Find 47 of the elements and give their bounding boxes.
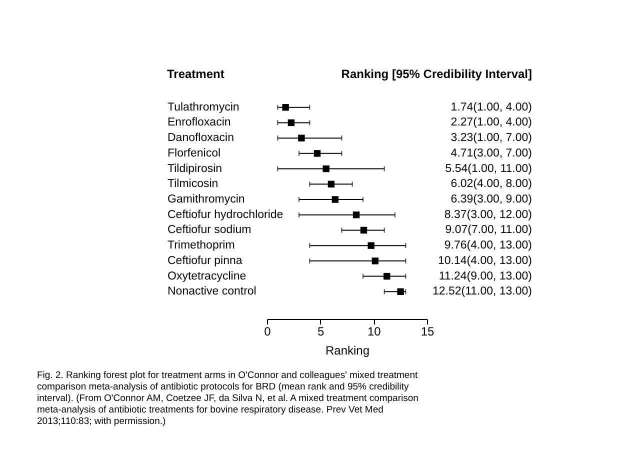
- data-label: 3.23(1.00, 7.00): [450, 132, 532, 144]
- data-label: 6.39(3.00, 9.00): [450, 194, 532, 206]
- y-tick-label: Oxytetracycline: [168, 270, 246, 282]
- point: [314, 150, 321, 157]
- x-tick-label: 10: [367, 324, 382, 338]
- text: Ranking [95% Credibility Interval]: [341, 67, 532, 81]
- data-label: 4.71(3.00, 7.00): [450, 147, 532, 160]
- data-label: 12.52(11.00, 13.00): [432, 286, 532, 298]
- point: [328, 180, 335, 188]
- y-tick-label: Danofloxacin: [168, 132, 234, 144]
- data-label: 1.74(1.00, 4.00): [450, 101, 532, 114]
- point: [352, 212, 360, 218]
- data-label: 2.27(1.00, 4.00): [450, 116, 532, 129]
- y-tick-label: Ceftiofur sodium: [168, 224, 252, 236]
- x-tick-label: 5: [317, 324, 324, 338]
- y-tick-label: Tilmicosin: [168, 178, 218, 190]
- y-tick-label: Ceftiofur pinna: [168, 254, 243, 267]
- y-tick-label: Enrofloxacin: [168, 116, 231, 129]
- data-label: 9.07(7.00, 11.00): [445, 224, 532, 236]
- point: [332, 196, 339, 203]
- caption: Fig. 2. Ranking forest plot for treatment arms in O'Connor and colleagues' mixed treatment comparison meta-analysis of antibiotic protocols for BRD (mean rank and 95% credibility interval). (From O'Connor AM, Coetzee JF, da Silva N, et al. A mixed treatment comparison meta-analysis of antibiotic treatments for bovine respiratory disease. Prev Vet Med 2013;110:83; with permission.): [37, 370, 418, 427]
- point: [368, 242, 374, 249]
- y-tick-label: Gamithromycin: [168, 194, 245, 206]
- data-label: 6.02(4.00, 8.00): [450, 178, 532, 190]
- x-tick-label: 0: [264, 324, 272, 338]
- y-tick-label: Nonactive control: [168, 286, 256, 298]
- point: [397, 288, 404, 295]
- point: [282, 104, 289, 111]
- point: [288, 119, 295, 126]
- point: [384, 272, 390, 280]
- y-tick-label: Florfenicol: [168, 147, 221, 160]
- y-tick-label: Tulathromycin: [168, 101, 240, 114]
- point: [298, 134, 305, 142]
- point: [372, 258, 379, 264]
- data-label: 5.54(1.00, 11.00): [445, 162, 532, 175]
- y-tick-label: Trimethoprim: [168, 240, 235, 252]
- text: Treatment: [167, 67, 224, 81]
- data-label: 10.14(4.00, 13.00): [438, 254, 532, 267]
- point: [322, 165, 330, 172]
- data-label: 11.24(9.00, 13.00): [438, 270, 532, 282]
- y-tick-label: Ceftiofur hydrochloride: [168, 208, 284, 221]
- y-tick-label: Tildipirosin: [168, 162, 222, 175]
- point: [360, 226, 368, 234]
- data-label: 8.37(3.00, 12.00): [444, 208, 532, 221]
- data-label: 9.76(4.00, 13.00): [444, 240, 532, 252]
- x-axis-title: Ranking: [325, 344, 370, 358]
- x-tick-label: 15: [420, 324, 434, 338]
